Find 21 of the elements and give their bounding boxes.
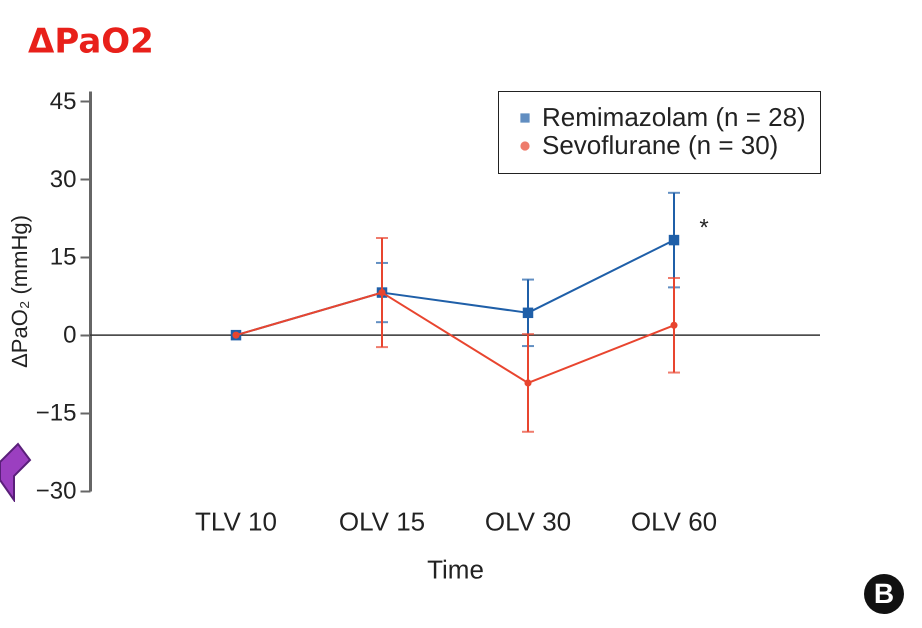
point [522,308,534,318]
x-tick-label: OLV 30 [484,506,572,536]
annotation: * [699,214,709,242]
y-tick-label: 15 [50,244,76,271]
y-tick-label: −15 [36,400,76,427]
legend-label: Remimazolam (n = 28) [542,102,806,132]
x-tick-label: TLV 10 [195,506,277,536]
point [668,234,680,246]
x-tick-label: OLV 60 [630,506,718,536]
text: B [864,574,904,614]
y-tick-label: −30 [36,478,76,504]
point [524,379,532,386]
legend-label: Sevoflurane (n = 30) [542,130,778,160]
y-tick-label: 30 [50,166,76,193]
x-tick-label: OLV 15 [338,506,426,536]
point [670,322,678,329]
x-axis-title: Time [427,554,484,584]
y-tick-label: 0 [63,322,76,349]
y-tick-label: 45 [50,88,76,115]
y-axis-title: ΔPaO₂ (mmHg) [6,215,32,368]
chart-title: ΔPaO2 [28,21,154,62]
